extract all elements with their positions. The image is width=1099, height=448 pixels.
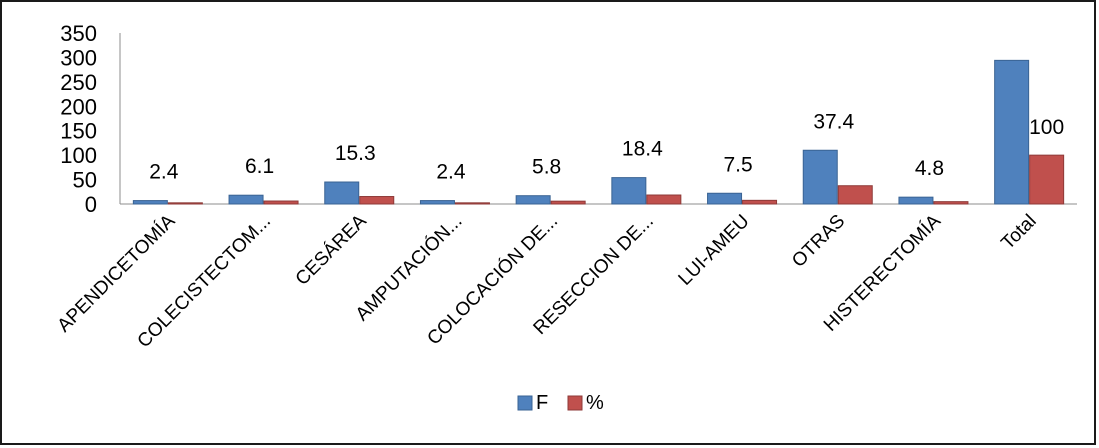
data-label: 37.4: [813, 110, 854, 133]
y-tick-label: 250: [60, 70, 97, 95]
bar-percent: [742, 199, 778, 205]
legend-swatch: [517, 395, 533, 411]
data-labels: 2.4 6.1 15.3 2.4 5.8 18.4 7.5 37.4 4.8 100: [149, 110, 1064, 183]
bar-f: [419, 200, 455, 205]
bar-f: [707, 192, 743, 205]
bar-f: [898, 196, 934, 205]
data-label: 5.8: [532, 156, 561, 179]
y-tick-label: 50: [73, 168, 97, 193]
bar-percent: [263, 200, 299, 205]
data-label: 7.5: [723, 153, 752, 176]
y-tick-label: 200: [60, 94, 97, 119]
data-label: 4.8: [915, 157, 944, 180]
bar-f: [802, 149, 838, 205]
y-tick-label: 350: [60, 21, 97, 46]
category-label: OTRAS: [788, 211, 849, 272]
data-label: 15.3: [335, 142, 376, 165]
legend-label: %: [586, 392, 604, 414]
bars: [132, 59, 1065, 205]
data-label: 2.4: [149, 161, 179, 184]
legend-swatch: [567, 395, 583, 411]
bar-percent: [646, 194, 682, 205]
data-label: 18.4: [622, 138, 663, 161]
bar-percent: [1029, 154, 1065, 205]
category-label: LUI-AMEU: [675, 211, 754, 290]
data-label: 2.4: [436, 161, 466, 184]
bar-f: [132, 200, 168, 205]
data-label: 100: [1029, 116, 1064, 139]
category-label: Total: [997, 211, 1040, 254]
bar-percent: [550, 200, 586, 205]
bar-percent: [454, 202, 490, 205]
bar-percent: [837, 185, 873, 205]
bar-percent: [933, 201, 969, 205]
y-tick-label: 0: [85, 192, 97, 217]
legend-label: F: [536, 392, 548, 414]
y-tick-label: 150: [60, 119, 97, 144]
category-label: CESÁREA: [292, 210, 371, 289]
bar-f: [324, 181, 360, 205]
bar-f: [228, 194, 264, 205]
bar-percent: [359, 196, 395, 205]
bar-percent: [167, 202, 203, 205]
y-tick-label: 300: [60, 45, 97, 70]
legend: F%: [517, 392, 604, 414]
bar-f: [611, 177, 647, 205]
bar-f: [994, 59, 1030, 205]
bar-f: [515, 195, 551, 205]
data-label: 6.1: [245, 155, 274, 178]
y-tick-label: 100: [60, 143, 97, 168]
